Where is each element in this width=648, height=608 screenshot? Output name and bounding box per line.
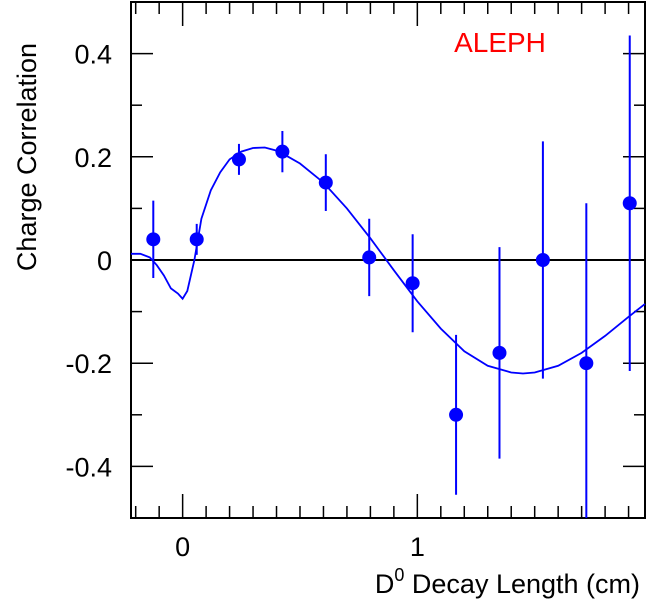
point-marker xyxy=(362,250,377,265)
data-point xyxy=(579,203,594,518)
x-axis-label: D0 Decay Length (cm) xyxy=(375,565,640,599)
axis-ticks xyxy=(131,1,645,519)
point-marker xyxy=(318,175,333,190)
point-marker xyxy=(189,232,204,247)
data-point xyxy=(362,218,377,297)
data-point xyxy=(492,247,507,459)
point-marker xyxy=(535,253,550,267)
point-marker xyxy=(275,144,290,159)
x-axis-label-rest: Decay Length (cm) xyxy=(404,569,640,599)
point-marker xyxy=(579,356,594,371)
data-point xyxy=(146,200,161,279)
point-marker xyxy=(492,345,507,360)
x-tick-label: 1 xyxy=(410,532,425,562)
data-point xyxy=(405,234,420,333)
x-axis-label-sup: 0 xyxy=(394,565,404,585)
y-tick-label: 0.2 xyxy=(74,143,112,173)
data-point xyxy=(189,223,204,255)
data-point xyxy=(622,35,637,371)
data-point xyxy=(449,334,464,495)
y-tick-label: -0.4 xyxy=(65,452,112,482)
data-point xyxy=(275,131,290,173)
y-tick-label: 0 xyxy=(97,246,112,276)
y-axis-label: Charge Correlation xyxy=(12,43,42,271)
aleph-label: ALEPH xyxy=(454,27,546,58)
x-tick-label: 0 xyxy=(175,532,190,562)
y-tick-label: 0.4 xyxy=(74,40,112,70)
data-point xyxy=(535,141,550,379)
x-axis-label-base: D xyxy=(375,569,395,599)
point-marker xyxy=(622,196,637,211)
axis-tick-labels: -0.4 -0.2 0 0.2 0.4 0 1 xyxy=(65,40,424,562)
point-marker xyxy=(231,152,246,167)
data-point xyxy=(318,154,333,211)
y-tick-label: -0.2 xyxy=(65,349,112,379)
data-points xyxy=(146,35,637,518)
point-marker xyxy=(146,232,161,247)
data-point xyxy=(231,143,246,175)
point-marker xyxy=(449,407,464,422)
point-marker xyxy=(405,276,420,291)
